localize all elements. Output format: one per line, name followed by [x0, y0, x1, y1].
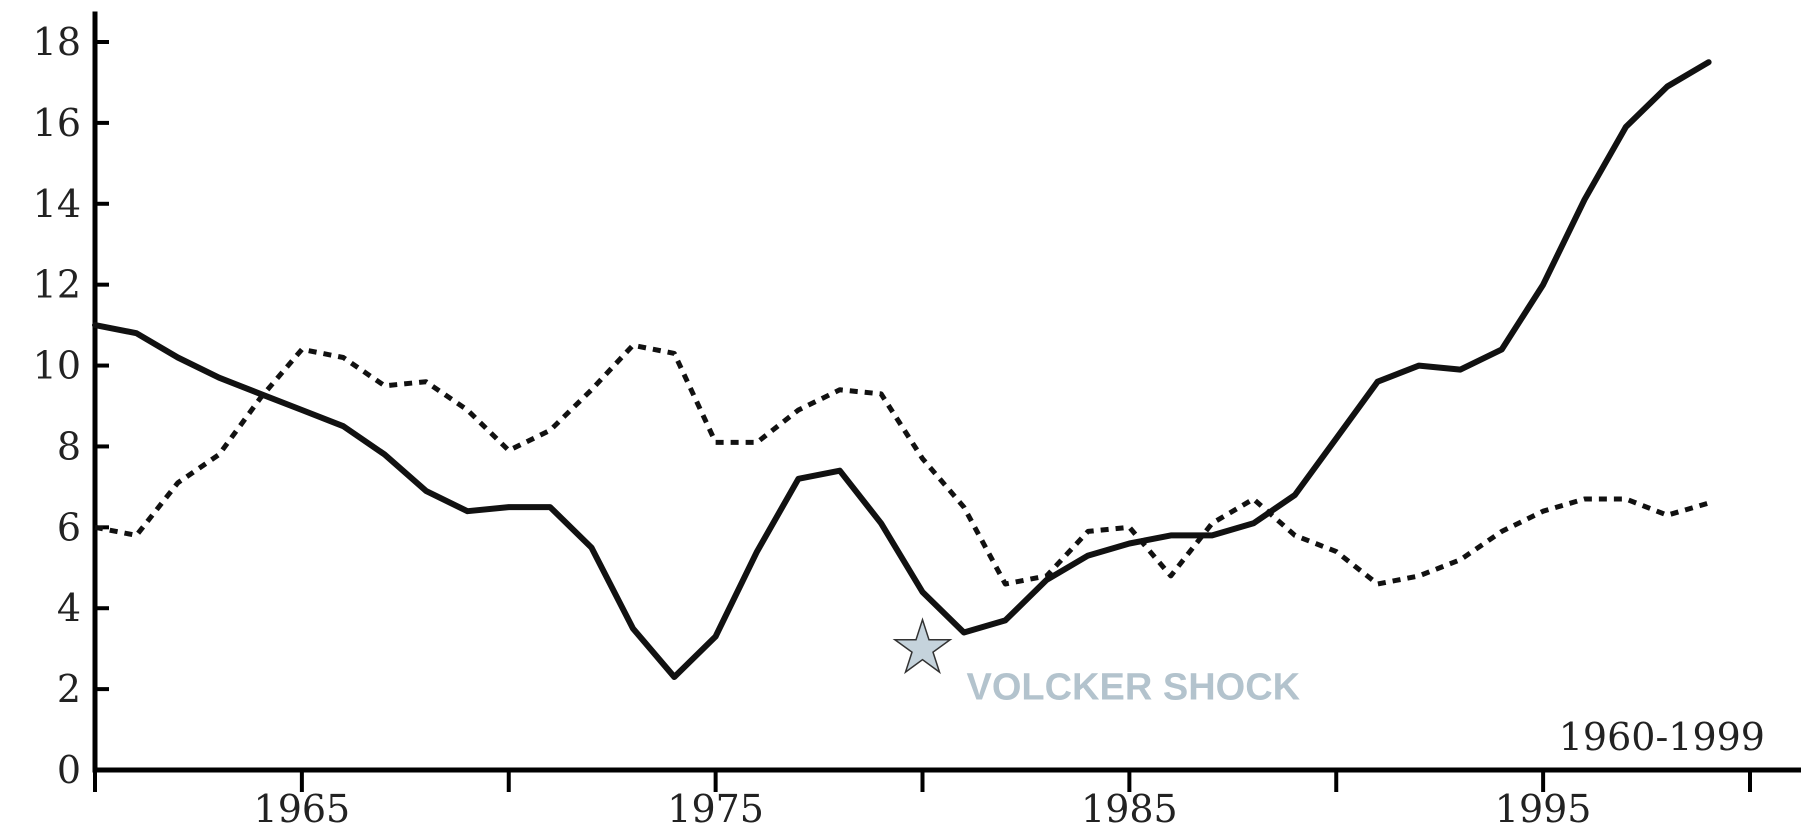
- y-tick-label: 8: [57, 424, 81, 468]
- annotation: VOLCKER SHOCK: [892, 617, 1301, 709]
- y-tick-label: 10: [33, 344, 81, 388]
- x-ticks: 1965 1975 1985 1995: [93, 770, 1752, 831]
- y-tick-label: 16: [33, 101, 81, 145]
- x-tick-label: 1985: [1081, 787, 1178, 829]
- y-tick-label: 18: [33, 20, 81, 64]
- x-tick-label: 1965: [254, 787, 351, 829]
- y-ticks: 0 2 4 6 8 10 12 14 16 18: [33, 20, 109, 792]
- series-lines: [92, 59, 1712, 680]
- axes: [92, 11, 1801, 773]
- solid-series-line: [92, 59, 1712, 680]
- annotation-label: VOLCKER SHOCK: [967, 667, 1301, 709]
- date-range-label: 1960-1999: [1559, 715, 1765, 759]
- y-tick-label: 6: [57, 505, 81, 549]
- y-tick-label: 2: [57, 667, 81, 711]
- y-tick-label: 4: [57, 586, 81, 630]
- x-tick-label: 1995: [1495, 787, 1592, 829]
- dashed-series-line: [94, 342, 1710, 587]
- y-tick-label: 14: [33, 182, 81, 226]
- star-icon: [892, 617, 953, 675]
- y-tick-label: 12: [33, 263, 81, 307]
- y-tick-label: 0: [57, 748, 81, 792]
- x-tick-label: 1975: [667, 787, 764, 829]
